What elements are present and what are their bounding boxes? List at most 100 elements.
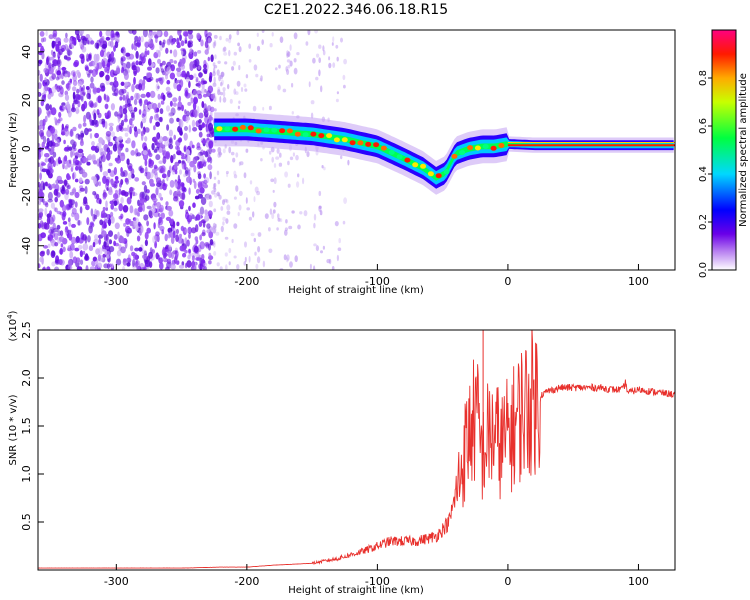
noise-blob: [157, 50, 161, 58]
noise-blob: [287, 64, 291, 69]
noise-blob: [87, 40, 90, 45]
noise-blob: [169, 180, 175, 188]
noise-blob: [171, 169, 176, 175]
noise-blob: [50, 183, 56, 189]
x-tick-label: -100: [365, 275, 390, 288]
noise-blob: [120, 57, 124, 66]
noise-blob: [191, 88, 197, 96]
noise-blob: [219, 91, 224, 96]
noise-blob: [98, 267, 101, 270]
noise-blob: [142, 254, 147, 260]
noise-blob: [135, 224, 139, 232]
noise-blob: [134, 217, 139, 224]
noise-blob: [142, 150, 148, 156]
noise-blob: [289, 261, 293, 268]
noise-blob: [214, 41, 217, 47]
noise-blob: [162, 136, 168, 142]
noise-blob: [172, 230, 176, 239]
noise-blob: [99, 30, 103, 38]
spectrogram-heatmap: [38, 30, 675, 270]
noise-blob: [106, 254, 110, 259]
noise-blob: [163, 252, 168, 257]
noise-blob: [102, 175, 107, 184]
noise-blob: [248, 59, 252, 63]
noise-blob: [229, 98, 233, 104]
noise-blob: [262, 260, 266, 268]
noise-blob: [210, 54, 214, 62]
noise-blob: [61, 80, 65, 85]
noise-blob: [245, 197, 248, 204]
noise-blob: [144, 50, 148, 58]
noise-blob: [106, 147, 111, 154]
noise-blob: [72, 80, 78, 86]
noise-blob: [222, 148, 226, 154]
noise-blob: [213, 183, 217, 188]
noise-blob: [331, 42, 334, 46]
noise-blob: [153, 211, 159, 218]
noise-blob: [138, 61, 142, 66]
noise-blob: [162, 146, 166, 154]
noise-blob: [158, 117, 163, 122]
noise-blob: [148, 210, 153, 217]
noise-blob: [228, 37, 232, 44]
noise-blob: [108, 230, 113, 238]
noise-blob: [294, 255, 298, 263]
noise-blob: [235, 185, 239, 192]
noise-blob: [84, 253, 89, 261]
noise-blob: [69, 199, 73, 204]
noise-blob: [83, 114, 87, 123]
noise-blob: [69, 78, 73, 83]
noise-blob: [181, 183, 185, 191]
noise-blob: [74, 191, 80, 199]
noise-blob: [76, 266, 83, 270]
noise-blob: [137, 128, 141, 134]
noise-blob: [129, 192, 133, 200]
x-tick-label: 100: [628, 575, 649, 588]
noise-blob: [268, 105, 272, 111]
noise-blob: [46, 266, 51, 270]
noise-blob: [59, 86, 64, 95]
noise-blob: [178, 264, 185, 269]
noise-blob: [207, 37, 212, 44]
noise-blob: [264, 213, 269, 220]
noise-blob: [187, 30, 193, 35]
noise-blob: [296, 181, 300, 188]
noise-blob: [115, 136, 120, 143]
noise-blob: [38, 143, 41, 147]
noise-blob: [217, 193, 220, 197]
noise-blob: [104, 249, 108, 255]
noise-blob: [92, 87, 98, 93]
noise-blob: [47, 147, 51, 152]
noise-blob: [58, 236, 65, 243]
noise-blob: [201, 87, 206, 94]
noise-blob: [82, 200, 88, 207]
noise-blob: [133, 99, 138, 106]
noise-blob: [321, 165, 324, 169]
noise-blob: [335, 98, 339, 103]
noise-blob: [44, 77, 48, 83]
noise-blob: [198, 72, 203, 78]
noise-blob: [131, 123, 134, 129]
noise-blob: [49, 104, 52, 111]
noise-blob: [43, 67, 48, 74]
noise-blob: [72, 126, 77, 132]
noise-blob: [200, 197, 207, 205]
noise-blob: [238, 46, 242, 53]
noise-blob: [89, 82, 95, 89]
noise-blob: [184, 249, 188, 254]
noise-blob: [73, 99, 79, 105]
noise-blob: [70, 128, 73, 137]
noise-blob: [61, 66, 67, 71]
noise-blob: [131, 251, 136, 257]
ridge-peak: [255, 128, 262, 134]
noise-blob: [56, 224, 61, 230]
noise-blob: [42, 266, 46, 270]
noise-blob: [193, 265, 197, 270]
noise-blob: [203, 103, 207, 110]
noise-blob: [129, 186, 134, 195]
noise-blob: [113, 200, 118, 207]
noise-blob: [137, 221, 141, 227]
noise-blob: [113, 207, 118, 212]
noise-blob: [144, 239, 148, 247]
noise-blob: [128, 30, 134, 34]
